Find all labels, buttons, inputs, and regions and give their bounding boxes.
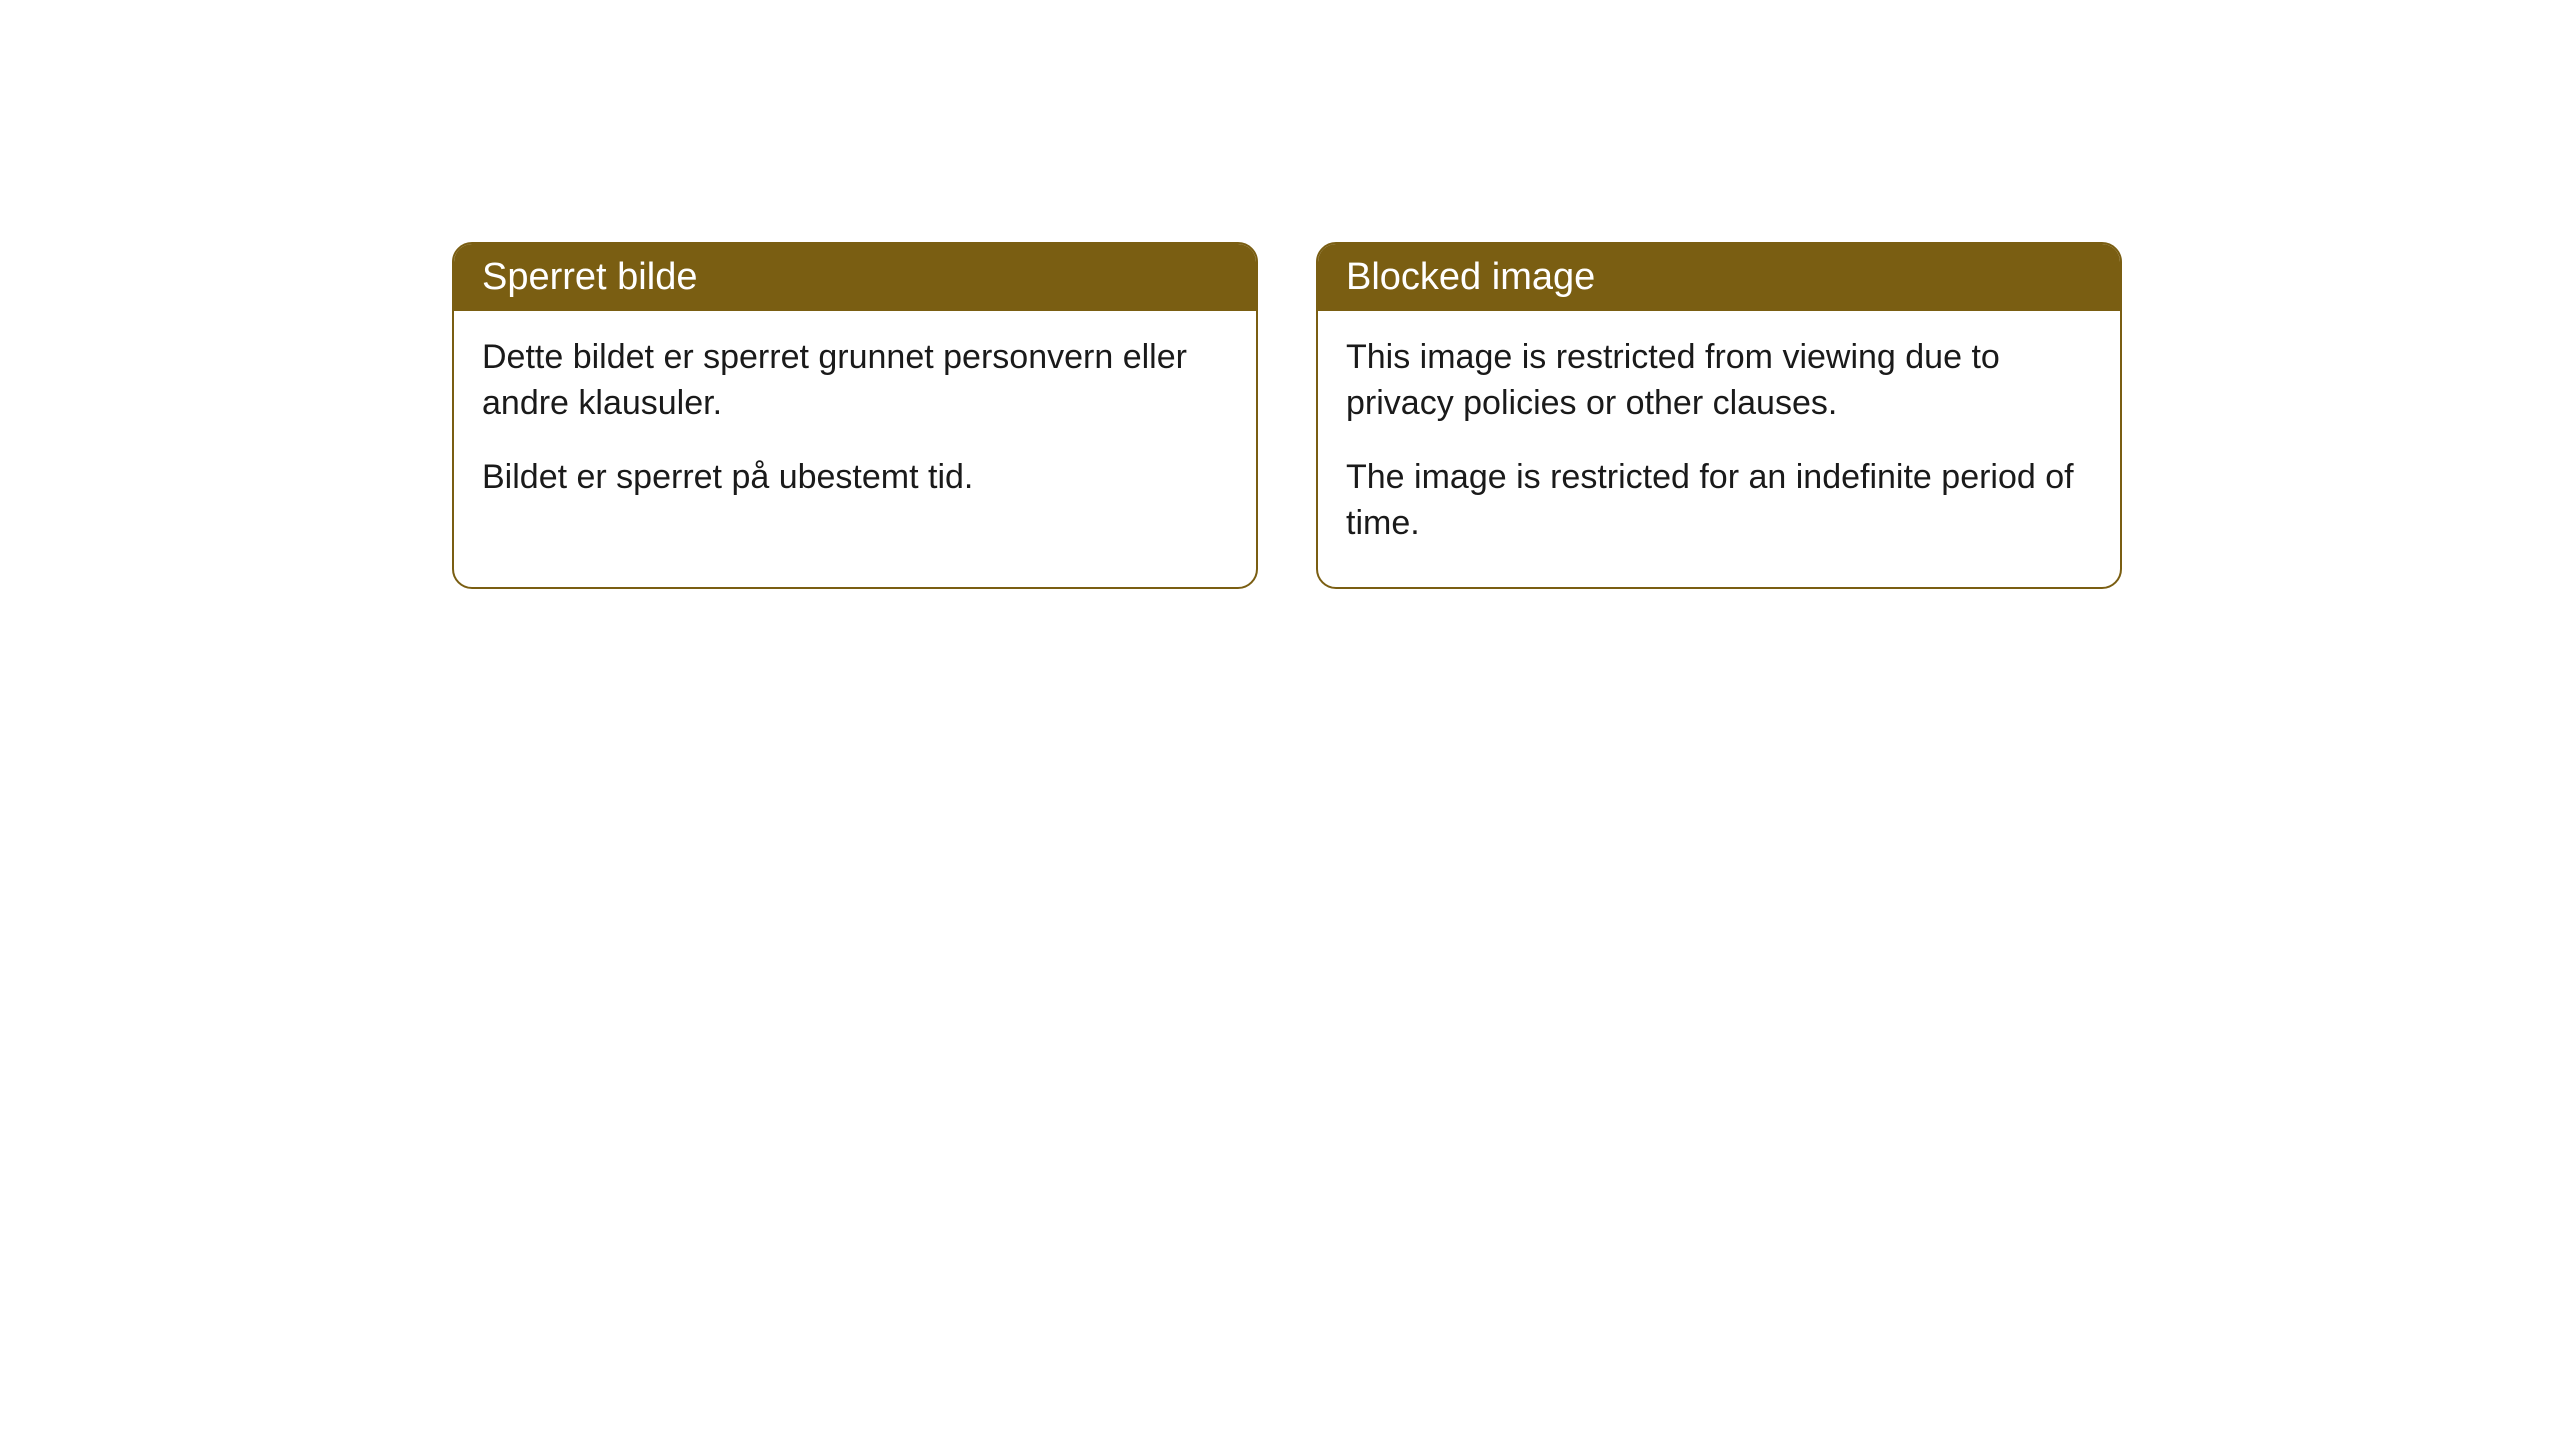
card-body: Dette bildet er sperret grunnet personve…: [454, 311, 1256, 541]
blocked-image-card-en: Blocked image This image is restricted f…: [1316, 242, 2122, 589]
card-title: Blocked image: [1346, 256, 1595, 298]
card-header: Sperret bilde: [454, 244, 1256, 311]
card-paragraph: Bildet er sperret på ubestemt tid.: [482, 455, 1228, 501]
card-paragraph: The image is restricted for an indefinit…: [1346, 455, 2092, 547]
blocked-image-card-no: Sperret bilde Dette bildet er sperret gr…: [452, 242, 1258, 589]
card-paragraph: This image is restricted from viewing du…: [1346, 335, 2092, 427]
notice-cards-container: Sperret bilde Dette bildet er sperret gr…: [452, 242, 2122, 589]
card-body: This image is restricted from viewing du…: [1318, 311, 2120, 587]
card-paragraph: Dette bildet er sperret grunnet personve…: [482, 335, 1228, 427]
card-header: Blocked image: [1318, 244, 2120, 311]
card-title: Sperret bilde: [482, 256, 697, 298]
